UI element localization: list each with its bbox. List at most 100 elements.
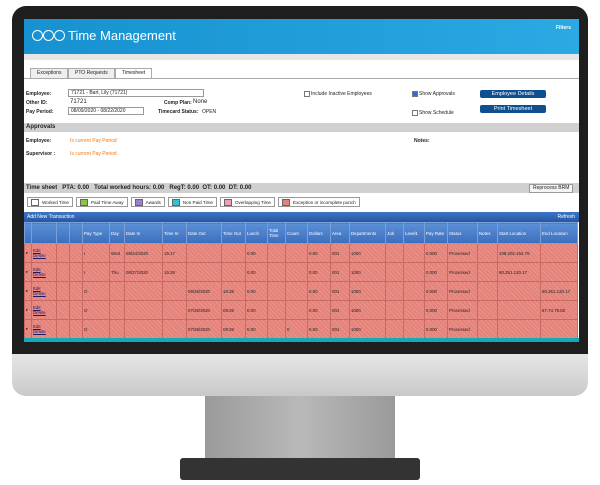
button[interactable]: Reprocess BRM (529, 184, 574, 193)
table-cell (477, 243, 498, 263)
table-row: ▸ Edit Delete O 07/28/2020 09:28 0.00 0.00 001 10… (24, 300, 578, 320)
row-action[interactable]: Delete (33, 253, 46, 258)
table-cell: 15:17 (162, 243, 187, 263)
header-cell: Count (285, 222, 308, 244)
employee-select[interactable]: 71721 - Bart, Lily (71721) (68, 89, 204, 97)
table-row: ▸ Edit Delete O 06/25/2020 16:28 0.00 0.00 001 10… (24, 281, 578, 301)
legend-item: Worked Time (27, 197, 73, 207)
monitor-chin (12, 354, 588, 396)
field-label: Employee: (26, 138, 52, 144)
table-cell (56, 243, 70, 263)
table-cell: O (82, 300, 110, 320)
table-cell: 1000 (349, 300, 386, 320)
legend-label: Exception or incomplete punch (293, 199, 356, 205)
table-cell (56, 319, 70, 339)
field-value: None (193, 99, 208, 105)
actions-cell: Edit Delete (31, 300, 57, 320)
checkbox[interactable] (304, 91, 310, 97)
table-cell (124, 319, 163, 339)
legend-item: Awards (130, 197, 165, 207)
header-cell: Status (447, 222, 478, 244)
legend-label: Worked Time (42, 199, 69, 205)
table-cell (267, 243, 286, 263)
footer-bar (24, 338, 579, 342)
table-cell: Processed (447, 300, 478, 320)
screen: Time Management Filters Exceptions PTO R… (24, 19, 579, 342)
row-action[interactable]: Delete (33, 291, 46, 296)
row-action[interactable]: Delete (33, 329, 46, 334)
button[interactable]: Print Timesheet (480, 105, 546, 113)
table-cell (285, 262, 308, 282)
table-cell: Thu (109, 262, 125, 282)
table-cell: O (82, 281, 110, 301)
table-cell: 16:28 (162, 262, 187, 282)
header-cell: Time In (162, 222, 187, 244)
checkbox-checked[interactable] (412, 91, 418, 97)
field-value: Is current Pay Period (70, 138, 117, 144)
checkbox-label: Show Approvals (419, 91, 455, 97)
table-cell (385, 319, 404, 339)
add-transaction[interactable]: Add New Transaction (27, 214, 75, 220)
table-cell: 16:28 (221, 281, 246, 301)
table-cell (56, 300, 70, 320)
table-cell: 90.251.120.17 (497, 262, 541, 282)
button[interactable]: Employee Details (480, 90, 546, 98)
table-row: ▸ Edit Delete I Thu 08/27/2020 16:28 0.00 0.00 00… (24, 262, 578, 282)
table-cell (109, 281, 125, 301)
legend-swatch (134, 198, 143, 206)
row-action[interactable]: Edit (33, 286, 41, 291)
summary-bar: Time sheet PTA: 0.00 Total worked hours:… (24, 183, 579, 193)
table-cell: 0.00 (245, 300, 268, 320)
legend-swatch (31, 198, 39, 206)
table-cell: 0.000 (424, 262, 448, 282)
legend-label: Non Paid Time (182, 199, 213, 205)
legend-item: Paid Time Away (75, 197, 128, 207)
timesheet-table: Pay Type Day Date In Time In Date Out Time Ou… (24, 222, 578, 339)
legend-label: Overlapping Time (234, 199, 271, 205)
filters-link[interactable]: Filters (555, 25, 571, 31)
table-cell: 1000 (349, 262, 386, 282)
checkbox[interactable] (412, 110, 418, 116)
field-label: Timecard Status: (158, 109, 199, 115)
row-action[interactable]: Delete (33, 272, 46, 277)
row-action[interactable]: Edit (33, 305, 41, 310)
table-cell: 1000 (349, 319, 386, 339)
field-label: Other ID: (26, 100, 48, 106)
field-label: Comp Plan: (164, 100, 192, 106)
table-cell: 87.74.79.82 (540, 300, 578, 320)
expand-cell: ▸ (24, 281, 32, 301)
table-cell: 0.000 (424, 319, 448, 339)
table-cell (285, 300, 308, 320)
logo (54, 30, 65, 41)
row-action[interactable]: Edit (33, 324, 41, 329)
table-cell: Processed (447, 281, 478, 301)
field-value: Is current Pay Period (70, 151, 117, 157)
expand-cell: ▸ (24, 243, 32, 263)
table-cell: 001 (330, 243, 350, 263)
checkbox-label: Show Schedule (419, 110, 454, 116)
table-cell (497, 300, 541, 320)
table-cell (124, 300, 163, 320)
table-cell (221, 243, 246, 263)
table-cell (403, 262, 425, 282)
table-cell (477, 281, 498, 301)
pay-period-select[interactable]: 08/09/2020 - 08/22/2020 (68, 107, 144, 115)
table-cell (477, 319, 498, 339)
row-action[interactable]: Edit (33, 267, 41, 272)
legend-label: Awards (145, 199, 161, 205)
table-cell: 0.00 (307, 262, 331, 282)
table-cell (69, 243, 83, 263)
table-cell (69, 281, 83, 301)
refresh[interactable]: Refresh (557, 214, 575, 220)
actions-cell: Edit Delete (31, 262, 57, 282)
table-cell: 09:28 (221, 300, 246, 320)
row-action[interactable]: Delete (33, 310, 46, 315)
legend-swatch (223, 198, 232, 206)
table-cell: 06/25/2020 (186, 281, 222, 301)
row-action[interactable]: Edit (33, 248, 41, 253)
table-cell (69, 300, 83, 320)
header-cell: Area (330, 222, 350, 244)
table-cell: 0.000 (424, 243, 448, 263)
table-cell (56, 262, 70, 282)
header-cell (31, 222, 57, 244)
